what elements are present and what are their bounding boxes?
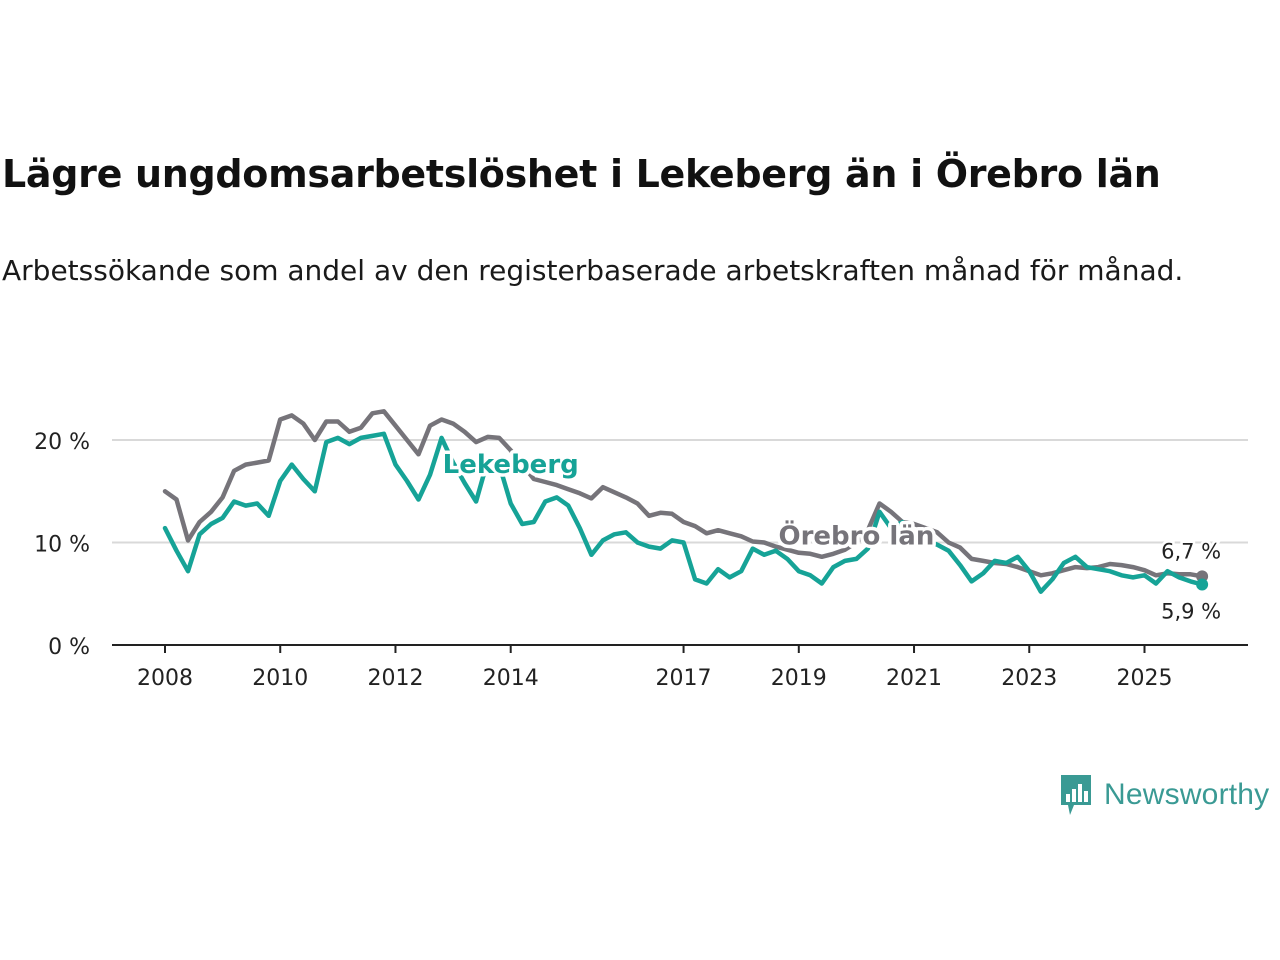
x-tick-label: 2014 (483, 666, 539, 691)
series-line-lekeberg (162, 431, 1205, 594)
series-line-rebro-l-n (162, 409, 1205, 579)
end-value-label: 6,7 % (1161, 539, 1221, 563)
y-tick-label: 10 % (34, 533, 90, 558)
x-tick-label: 2025 (1117, 666, 1173, 691)
chart-subtitle: Arbetssökande som andel av den registerb… (2, 254, 1184, 287)
x-tick-label: 2010 (252, 666, 308, 691)
x-tick-label: 2008 (137, 666, 193, 691)
x-tick-label: 2023 (1001, 666, 1057, 691)
x-tick-label: 2019 (771, 666, 827, 691)
series-name-label: Örebro län (778, 519, 934, 552)
newsworthy-logo: Newsworthy (1058, 772, 1269, 818)
brand-name: Newsworthy (1104, 778, 1270, 811)
end-point-lekeberg (1196, 578, 1209, 591)
x-axis-ticks: 2008 2010 2012 2014 2017 2019 2021 2023 2025 (137, 645, 1173, 691)
x-tick-label: 2021 (886, 666, 942, 691)
y-tick-label: 20 % (34, 430, 90, 455)
line-chart: 0 % 10 % 20 % 2008 2010 2012 2014 2017 2019 2021… (34, 409, 1248, 691)
end-point-rebro-l-n (1196, 570, 1209, 583)
end-value-label: 5,9 % (1161, 600, 1221, 624)
y-axis-ticks: 0 % 10 % 20 % (34, 430, 90, 660)
series-lines (162, 409, 1209, 594)
x-tick-label: 2017 (656, 666, 712, 691)
y-tick-label: 0 % (48, 635, 90, 660)
series-name-label: Lekeberg (443, 450, 579, 480)
series-labels: 6,7 % 5,9 % Lekeberg Örebro län (439, 446, 1223, 626)
x-tick-label: 2012 (367, 666, 423, 691)
newsworthy-chart-icon (1061, 775, 1091, 815)
chart-title: Lägre ungdomsarbetslöshet i Lekeberg än … (2, 152, 1161, 196)
